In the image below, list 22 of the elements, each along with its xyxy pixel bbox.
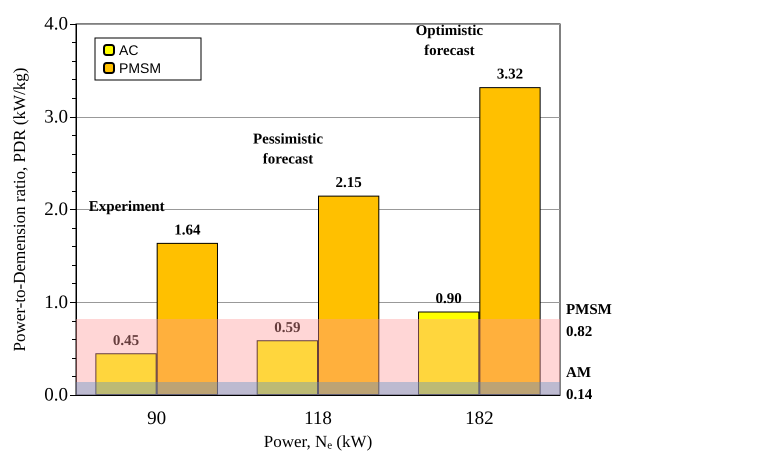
y-tick-label: 1.0 xyxy=(44,292,68,313)
annotation: Optimistic forecast xyxy=(416,23,484,60)
band-label: PMSM 0.82 xyxy=(566,302,612,340)
x-tick-label: 90 xyxy=(147,408,166,429)
data-label: 0.59 xyxy=(274,320,300,336)
band-label: AM 0.14 xyxy=(566,365,593,404)
y-tick-label: 4.0 xyxy=(44,14,68,34)
legend-label: PMSM xyxy=(119,60,161,76)
data-label: 0.45 xyxy=(112,332,140,349)
y-tick-label: 2.0 xyxy=(44,199,68,220)
data-label: 1.64 xyxy=(174,222,201,238)
data-label: 2.15 xyxy=(336,175,362,192)
annotation: Experiment xyxy=(88,198,165,215)
y-tick-label: 0.0 xyxy=(44,384,68,406)
annotation: Pessimistic forecast xyxy=(253,132,324,168)
y-axis-title: Power-to-Demension ratio, PDR (kW/kg) xyxy=(10,68,29,352)
x-tick-label: 182 xyxy=(465,408,494,429)
legend-label: AC xyxy=(119,42,138,58)
data-label: 0.90 xyxy=(436,291,462,308)
x-tick-label: 118 xyxy=(304,408,332,429)
data-label: 3.32 xyxy=(496,66,524,83)
y-tick-label: 3.0 xyxy=(44,106,68,128)
